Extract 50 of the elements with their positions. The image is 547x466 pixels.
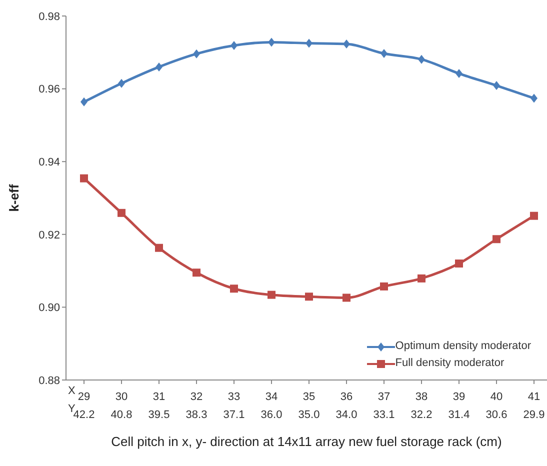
- point: [118, 78, 125, 88]
- point: [80, 97, 88, 106]
- point: [268, 290, 276, 299]
- x-axis-title: Cell pitch in x, y- direction at 14x11 array new fuel storage rack (cm): [111, 434, 502, 449]
- row-header: X: [68, 385, 76, 398]
- point: [418, 274, 426, 282]
- x-tick-label: 35 35.0: [298, 391, 320, 421]
- point: [380, 48, 388, 58]
- y-tick-label: 0.90: [38, 302, 60, 314]
- point: [343, 40, 350, 49]
- legend-label: Optimum density moderator: [395, 339, 531, 354]
- point: [193, 49, 200, 58]
- point: [492, 235, 500, 244]
- point: [268, 38, 275, 47]
- point: [455, 260, 463, 268]
- y-tick-label: 0.98: [38, 10, 60, 23]
- point: [530, 212, 538, 220]
- point: [456, 69, 462, 78]
- x-tick-label: 39 31.4: [448, 391, 470, 421]
- row-header: Y: [68, 403, 76, 415]
- point: [418, 54, 425, 64]
- y-tick-label: 0.92: [38, 229, 60, 242]
- x-tick-label: 32 38.3: [186, 391, 208, 421]
- y-tick-label: 0.88: [38, 374, 60, 387]
- x-tick-label: 37 33.1: [373, 391, 395, 421]
- x-tick-label: 30 40.8: [110, 391, 132, 421]
- point: [192, 268, 200, 277]
- point: [155, 244, 163, 252]
- x-tick-label: 31 39.5: [148, 391, 170, 421]
- legend-label: Full density moderator: [395, 356, 504, 371]
- point: [342, 294, 350, 302]
- point: [530, 94, 538, 103]
- x-tick-label: 34 36.0: [260, 391, 282, 421]
- point: [80, 174, 88, 182]
- x-tick-label: 36 34.0: [336, 391, 358, 421]
- y-tick-label: 0.94: [38, 156, 60, 169]
- point: [305, 292, 313, 301]
- y-axis-title: k-eff: [6, 184, 22, 212]
- x-tick-label: 41 29.9: [523, 391, 545, 421]
- point: [230, 40, 238, 50]
- point: [118, 208, 126, 217]
- point: [493, 81, 500, 90]
- y-tick-label: 0.96: [38, 84, 60, 96]
- point: [230, 284, 238, 293]
- x-tick-label: 38 32.2: [410, 391, 432, 421]
- point: [380, 282, 388, 290]
- point: [156, 62, 162, 72]
- point: [306, 38, 312, 48]
- x-tick-label: 40 30.6: [486, 391, 508, 421]
- x-tick-label: 33 37.1: [223, 391, 245, 421]
